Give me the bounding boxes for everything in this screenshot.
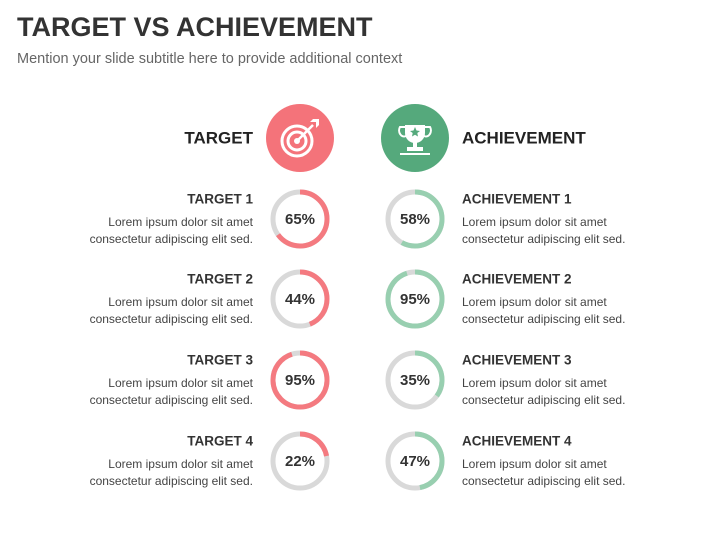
item-title: ACHIEVEMENT 2 [462, 272, 572, 287]
ring-label: 22% [285, 453, 315, 470]
item-text: Lorem ipsum dolor sit amet [462, 215, 607, 229]
column-heading: TARGET [184, 128, 253, 147]
ring-label: 95% [400, 291, 430, 308]
ring-label: 35% [400, 372, 430, 389]
icon-arrow [296, 124, 314, 142]
item-text: consectetur adipiscing elit sed. [462, 474, 625, 488]
ring-label: 58% [400, 211, 430, 228]
ring-progress [385, 269, 445, 329]
item-title: ACHIEVEMENT 1 [462, 192, 572, 207]
target-icon [266, 104, 334, 172]
item-title: TARGET 1 [187, 192, 253, 207]
item-text: consectetur adipiscing elit sed. [90, 232, 253, 246]
item-text: Lorem ipsum dolor sit amet [108, 295, 253, 309]
ring-label: 65% [285, 211, 315, 228]
item-text: Lorem ipsum dolor sit amet [462, 295, 607, 309]
item-text: consectetur adipiscing elit sed. [90, 393, 253, 407]
icon-handles [398, 126, 432, 138]
ring-progress [270, 431, 330, 491]
item-text: consectetur adipiscing elit sed. [462, 312, 625, 326]
item-text: consectetur adipiscing elit sed. [90, 474, 253, 488]
ring-progress [385, 431, 445, 491]
item-title: TARGET 4 [187, 434, 253, 449]
subtitle: Mention your slide subtitle here to prov… [17, 51, 402, 67]
title: TARGET VS ACHIEVEMENT [17, 12, 373, 42]
ring-progress [270, 269, 330, 329]
ring-progress [385, 189, 445, 249]
ring-label: 44% [285, 291, 315, 308]
item-title: ACHIEVEMENT 3 [462, 353, 572, 368]
icon-ring [280, 124, 314, 158]
item-text: consectetur adipiscing elit sed. [90, 312, 253, 326]
icon-stem [413, 141, 417, 147]
icon-arrow-tail [310, 119, 319, 128]
item-text: Lorem ipsum dolor sit amet [108, 376, 253, 390]
item-text: Lorem ipsum dolor sit amet [462, 457, 607, 471]
item-text: consectetur adipiscing elit sed. [462, 232, 625, 246]
ring-progress [385, 350, 445, 410]
item-title: TARGET 3 [187, 353, 253, 368]
item-text: Lorem ipsum dolor sit amet [108, 457, 253, 471]
column-heading: ACHIEVEMENT [462, 128, 586, 147]
item-text: Lorem ipsum dolor sit amet [462, 376, 607, 390]
item-text: Lorem ipsum dolor sit amet [108, 215, 253, 229]
item-title: ACHIEVEMENT 4 [462, 434, 572, 449]
item-text: consectetur adipiscing elit sed. [462, 393, 625, 407]
ring-label: 95% [285, 372, 315, 389]
ring-progress [270, 350, 330, 410]
icon-star [410, 127, 420, 137]
item-title: TARGET 2 [187, 272, 253, 287]
icon-base [407, 147, 423, 151]
icon-ring [286, 130, 308, 152]
trophy-icon [381, 104, 449, 172]
ring-progress [270, 189, 330, 249]
ring-label: 47% [400, 453, 430, 470]
